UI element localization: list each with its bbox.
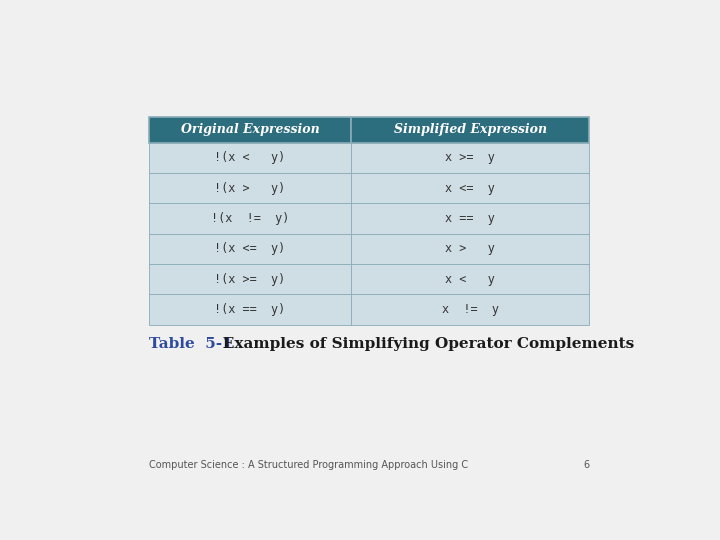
- Bar: [351, 294, 590, 325]
- Text: x <   y: x < y: [446, 273, 495, 286]
- Text: Simplified Expression: Simplified Expression: [394, 123, 547, 136]
- Text: !(x >   y): !(x > y): [215, 182, 286, 195]
- Text: 6: 6: [583, 460, 590, 470]
- Bar: [148, 204, 351, 234]
- Text: Examples of Simplifying Operator Complements: Examples of Simplifying Operator Complem…: [207, 337, 634, 351]
- Text: x <=  y: x <= y: [446, 182, 495, 195]
- Bar: [148, 173, 351, 204]
- Bar: [351, 264, 590, 294]
- Text: x ==  y: x == y: [446, 212, 495, 225]
- Bar: [148, 117, 351, 143]
- Bar: [148, 143, 351, 173]
- Text: x >   y: x > y: [446, 242, 495, 255]
- Bar: [351, 143, 590, 173]
- Bar: [351, 204, 590, 234]
- Text: !(x >=  y): !(x >= y): [215, 273, 286, 286]
- Text: Table  5-1: Table 5-1: [148, 337, 233, 351]
- Text: x  !=  y: x != y: [442, 303, 499, 316]
- Bar: [351, 173, 590, 204]
- Bar: [148, 234, 351, 264]
- Bar: [351, 234, 590, 264]
- Text: !(x  !=  y): !(x != y): [211, 212, 289, 225]
- Bar: [351, 117, 590, 143]
- Text: !(x <   y): !(x < y): [215, 151, 286, 164]
- Bar: [148, 264, 351, 294]
- Text: x >=  y: x >= y: [446, 151, 495, 164]
- Bar: [148, 294, 351, 325]
- Text: Computer Science : A Structured Programming Approach Using C: Computer Science : A Structured Programm…: [148, 460, 468, 470]
- Text: !(x ==  y): !(x == y): [215, 303, 286, 316]
- Text: Original Expression: Original Expression: [181, 123, 320, 136]
- Text: !(x <=  y): !(x <= y): [215, 242, 286, 255]
